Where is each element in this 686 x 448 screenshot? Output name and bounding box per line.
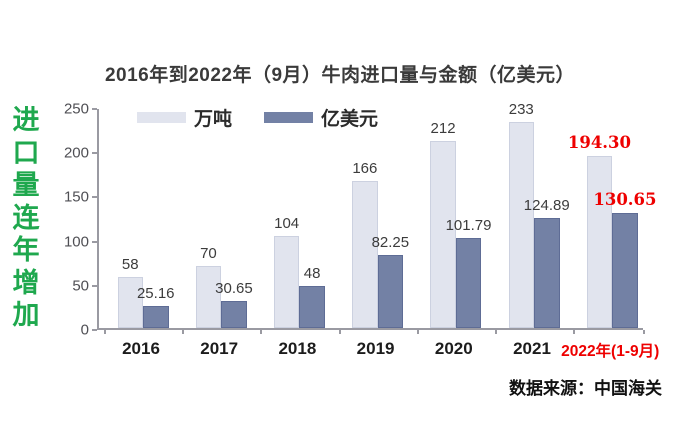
- y-axis-label: 150: [63, 188, 89, 206]
- green-vertical-caption: 进口量连年增加: [8, 104, 44, 332]
- x-axis-label-2022年(1-9月): 2022年(1-9月): [561, 343, 660, 360]
- bar-万吨-2022年(1-9月): [586, 156, 613, 328]
- x-axis-tick: [182, 330, 185, 334]
- y-axis-label: 200: [63, 144, 89, 162]
- bar-亿美元-2016: [143, 305, 169, 328]
- side-caption-char: 进: [12, 105, 40, 135]
- side-caption-char: 增: [12, 267, 40, 298]
- value-label-万吨-2017: 70: [200, 245, 217, 263]
- bar-group-2018: 104 48: [273, 109, 325, 328]
- value-label-万吨-2019: 166: [352, 160, 378, 178]
- x-axis-tick: [643, 330, 645, 334]
- bar-group-2017: 70 30.65: [195, 109, 253, 328]
- value-label-万吨-2022年(1-9月): 194.30: [567, 133, 632, 153]
- x-axis-tick: [260, 330, 263, 334]
- bar-group-2022年(1-9月): 194.30 130.65: [568, 109, 657, 328]
- x-axis-tick: [416, 330, 419, 334]
- y-axis-label: 100: [63, 233, 89, 251]
- legend-label-1: 亿美元: [321, 109, 379, 130]
- value-label-亿美元-2022年(1-9月): 130.65: [593, 189, 657, 209]
- bar-亿美元-2020: [455, 238, 482, 328]
- chart-title: 2016年到2022年（9月）牛肉进口量与金额（亿美元）: [104, 65, 576, 86]
- value-label-亿美元-2016: 25.16: [136, 284, 175, 302]
- value-label-万吨-2018: 104: [274, 215, 300, 233]
- bar-group-2021: 233 124.89: [508, 101, 570, 328]
- value-label-亿美元-2020: 101.79: [445, 217, 492, 235]
- y-axis-tick: [92, 284, 97, 287]
- y-axis-tick: [92, 329, 97, 331]
- bar-万吨-2018: [273, 236, 300, 328]
- bar-万吨-2016: [117, 276, 143, 328]
- value-label-亿美元-2017: 30.65: [215, 279, 253, 297]
- side-caption-char: 加: [12, 300, 40, 330]
- side-caption-char: 口: [12, 137, 40, 168]
- value-label-万吨-2020: 212: [430, 119, 456, 137]
- side-caption-char: 连: [12, 202, 40, 233]
- value-label-亿美元-2018: 48: [303, 264, 321, 282]
- x-axis-tick: [338, 330, 341, 334]
- x-axis-label-2021: 2021: [513, 339, 551, 358]
- legend-swatch-1: [264, 112, 314, 123]
- y-axis-label: 250: [63, 100, 89, 118]
- bar-亿美元-2018: [299, 285, 325, 328]
- bar-group-2019: 166 82.25: [352, 109, 409, 328]
- bar-万吨-2020: [430, 140, 456, 328]
- plot-area: 0 50 100 150 200 250 58 25.16 70 30.65 104 48 166 82.…: [64, 101, 657, 339]
- x-axis-label-2016: 2016: [122, 339, 160, 358]
- bar-group-2016: 58 25.16: [117, 109, 175, 328]
- y-axis-tick: [92, 240, 97, 243]
- legend-item-0: 万吨: [137, 104, 232, 131]
- side-caption-char: 量: [12, 170, 40, 200]
- bar-万吨-2019: [352, 181, 378, 328]
- bar-group-2020: 212 101.79: [430, 109, 491, 328]
- x-axis-tick: [573, 330, 576, 334]
- legend-swatch-0: [137, 112, 186, 123]
- value-label-亿美元-2021: 124.89: [523, 196, 570, 214]
- y-axis-tick: [92, 152, 97, 155]
- y-axis-label: 50: [72, 277, 89, 295]
- value-label-万吨-2021: 233: [508, 101, 534, 119]
- legend-item-1: 亿美元: [264, 104, 378, 131]
- legend-label-0: 万吨: [194, 109, 233, 130]
- value-label-亿美元-2019: 82.25: [371, 234, 410, 252]
- x-axis-label-2019: 2019: [356, 339, 395, 358]
- x-axis-label-2017: 2017: [200, 339, 239, 358]
- bar-亿美元-2021: [534, 217, 560, 328]
- x-axis-label-2018: 2018: [278, 339, 317, 358]
- x-axis-tick: [495, 330, 497, 334]
- bar-亿美元-2017: [221, 300, 247, 328]
- y-axis-tick: [92, 196, 97, 199]
- y-axis-tick: [92, 108, 97, 110]
- data-source-note: 数据来源：中国海关: [509, 379, 662, 398]
- y-axis-label: 0: [80, 321, 89, 339]
- bar-亿美元-2022年(1-9月): [612, 212, 638, 328]
- x-axis-tick: [104, 330, 106, 334]
- chart-legend: 万吨 亿美元: [137, 104, 400, 131]
- bar-万吨-2017: [195, 266, 222, 328]
- bar-万吨-2021: [508, 122, 534, 328]
- side-caption-char: 年: [12, 235, 40, 265]
- x-axis-label-2020: 2020: [434, 339, 473, 358]
- bar-亿美元-2019: [377, 255, 404, 328]
- value-label-万吨-2016: 58: [121, 255, 139, 273]
